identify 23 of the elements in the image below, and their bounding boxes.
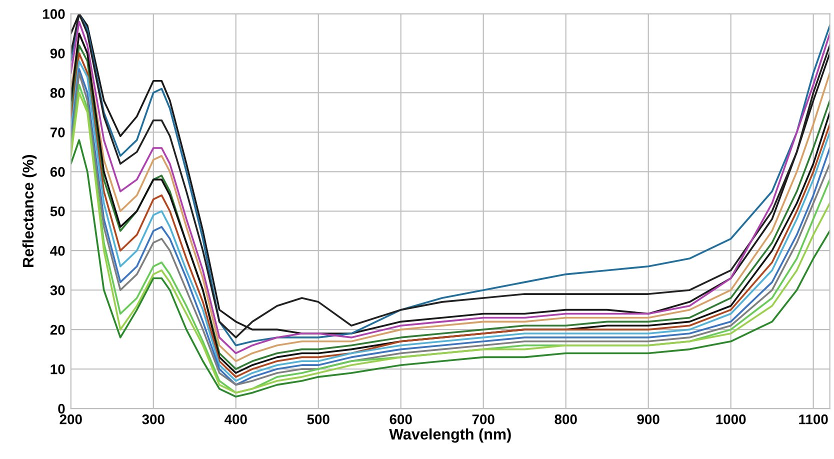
x-axis-title: Wavelength (nm) bbox=[389, 428, 511, 443]
y-tick-label: 60 bbox=[50, 167, 65, 177]
x-tick-label: 400 bbox=[224, 414, 247, 424]
x-tick-label: 600 bbox=[390, 414, 412, 424]
y-tick-label: 100 bbox=[43, 9, 65, 19]
y-tick-label: 70 bbox=[50, 128, 65, 138]
y-tick-label: 90 bbox=[50, 48, 65, 58]
x-tick-label: 1000 bbox=[716, 414, 746, 424]
y-tick-label: 0 bbox=[58, 404, 65, 414]
x-tick-label: 300 bbox=[142, 414, 164, 424]
y-tick-label: 80 bbox=[50, 88, 65, 98]
x-tick-label: 1100 bbox=[799, 414, 828, 424]
x-tick-label: 500 bbox=[307, 414, 330, 424]
y-tick-label: 10 bbox=[50, 364, 65, 374]
y-tick-label: 30 bbox=[50, 285, 65, 296]
x-tick-label: 200 bbox=[60, 414, 82, 424]
y-tick-label: 20 bbox=[50, 324, 65, 335]
y-tick-label: 40 bbox=[50, 246, 65, 256]
y-tick-label: 50 bbox=[50, 206, 65, 216]
y-axis-title: Reflectance (%) bbox=[22, 155, 37, 267]
x-tick-label: 900 bbox=[637, 414, 660, 424]
x-tick-label: 700 bbox=[472, 414, 494, 424]
x-tick-label: 800 bbox=[554, 414, 577, 424]
